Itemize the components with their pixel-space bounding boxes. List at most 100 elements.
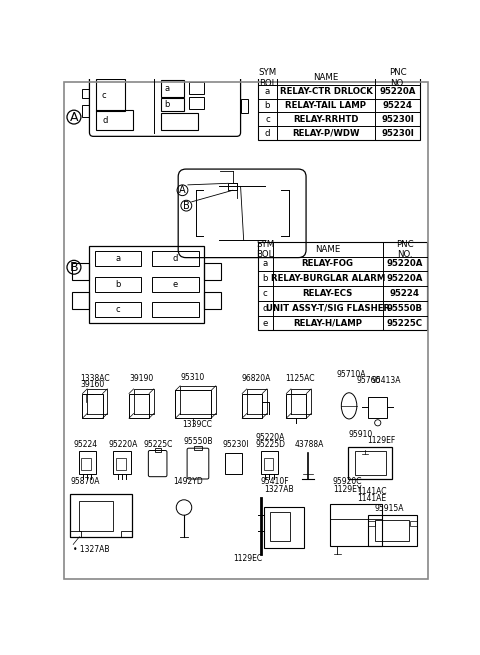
Bar — [355, 451, 385, 475]
Text: 95230I: 95230I — [381, 115, 414, 124]
Text: d: d — [102, 116, 108, 124]
Bar — [369, 515, 417, 546]
Text: 95915A: 95915A — [375, 504, 404, 513]
Text: 95230I: 95230I — [381, 129, 414, 138]
Text: 95710A: 95710A — [336, 369, 366, 379]
Bar — [95, 277, 142, 291]
Bar — [152, 277, 199, 291]
Bar — [95, 251, 142, 266]
Text: 1129EF: 1129EF — [367, 436, 395, 445]
Bar — [369, 521, 375, 526]
Text: RELAY-CTR DRLOCK: RELAY-CTR DRLOCK — [279, 87, 372, 96]
Bar — [113, 451, 131, 474]
Text: 95220A: 95220A — [255, 434, 285, 443]
Text: a: a — [265, 87, 270, 96]
Bar — [72, 292, 89, 309]
Bar — [176, 390, 211, 418]
Text: 1141AE: 1141AE — [358, 494, 387, 502]
Text: 95550B: 95550B — [386, 304, 422, 312]
Text: 95224: 95224 — [73, 440, 97, 449]
Text: 95920C: 95920C — [333, 477, 362, 487]
Text: 1492YD: 1492YD — [173, 477, 203, 487]
Text: a: a — [116, 254, 120, 263]
Text: c: c — [265, 115, 270, 124]
Text: e: e — [173, 280, 178, 289]
Text: RELAY-H/LAMP: RELAY-H/LAMP — [293, 318, 362, 328]
Text: RELAY-ECS: RELAY-ECS — [302, 289, 353, 298]
Text: B: B — [70, 261, 78, 274]
Text: PNC
NO.: PNC NO. — [396, 240, 413, 259]
Text: b: b — [164, 100, 169, 109]
Text: 95224: 95224 — [390, 289, 420, 298]
Text: 95225D: 95225D — [255, 440, 285, 449]
Bar — [121, 531, 132, 536]
Text: UNIT ASSY-T/SIG FLASHER: UNIT ASSY-T/SIG FLASHER — [265, 304, 390, 312]
Text: 95220A: 95220A — [108, 440, 137, 449]
Text: 95870A: 95870A — [70, 477, 99, 487]
Text: d: d — [263, 304, 268, 312]
Bar — [375, 520, 409, 542]
Bar — [70, 531, 81, 536]
Bar — [330, 504, 383, 546]
Bar — [82, 458, 91, 470]
Text: SYM
BOL: SYM BOL — [258, 68, 276, 88]
Bar — [96, 110, 133, 130]
Text: a: a — [263, 259, 268, 269]
Text: A: A — [70, 111, 78, 124]
Bar — [369, 397, 387, 418]
Bar — [70, 495, 132, 536]
Text: NAME: NAME — [313, 73, 339, 83]
Text: c: c — [263, 289, 268, 298]
Text: 1129EC: 1129EC — [233, 554, 262, 563]
Bar — [155, 448, 161, 452]
Bar — [129, 394, 149, 418]
Bar — [189, 83, 204, 94]
Text: a: a — [164, 84, 169, 93]
Bar — [348, 447, 392, 479]
Bar — [161, 80, 184, 97]
Text: 1327AB: 1327AB — [264, 485, 293, 494]
Bar — [82, 89, 89, 98]
Text: RELAY-FOG: RELAY-FOG — [302, 259, 354, 269]
Text: 1338AC: 1338AC — [80, 374, 110, 383]
Text: 95550B: 95550B — [184, 437, 214, 445]
Text: 95413A: 95413A — [372, 376, 401, 384]
Text: SYM
BOL: SYM BOL — [256, 240, 275, 259]
Text: e: e — [263, 318, 268, 328]
Text: 95225C: 95225C — [386, 318, 422, 328]
Text: B: B — [183, 200, 190, 211]
Bar — [161, 98, 184, 111]
Bar — [152, 303, 199, 317]
Bar — [264, 508, 304, 548]
Bar — [228, 183, 238, 190]
Text: 1129EY: 1129EY — [333, 485, 361, 494]
Text: 43788A: 43788A — [295, 440, 324, 449]
Bar — [242, 394, 262, 418]
Text: RELAY-BURGLAR ALARM: RELAY-BURGLAR ALARM — [271, 274, 385, 283]
Text: 95760: 95760 — [357, 376, 381, 384]
Text: 95220A: 95220A — [379, 87, 416, 96]
Bar — [89, 246, 204, 323]
Text: 95224: 95224 — [383, 101, 413, 110]
Text: RELAY-TAIL LAMP: RELAY-TAIL LAMP — [286, 101, 367, 110]
Text: 95225C: 95225C — [144, 440, 173, 449]
Bar — [225, 453, 242, 474]
Text: A: A — [179, 185, 186, 195]
Text: 1141AC: 1141AC — [358, 487, 387, 496]
Bar — [116, 458, 126, 470]
Bar — [83, 394, 103, 418]
Bar — [204, 263, 221, 280]
Text: 95220A: 95220A — [386, 274, 423, 283]
Text: b: b — [263, 274, 268, 283]
Text: 95220A: 95220A — [386, 259, 423, 269]
Text: RELAY-RRHTD: RELAY-RRHTD — [293, 115, 359, 124]
Text: 39160: 39160 — [80, 381, 105, 389]
Bar — [270, 512, 290, 542]
Bar — [258, 242, 427, 330]
Bar — [79, 451, 96, 474]
Text: 39190: 39190 — [129, 374, 153, 383]
Text: 95230I: 95230I — [223, 440, 249, 449]
Text: c: c — [101, 91, 106, 100]
Bar — [204, 292, 221, 309]
Bar — [82, 105, 89, 117]
